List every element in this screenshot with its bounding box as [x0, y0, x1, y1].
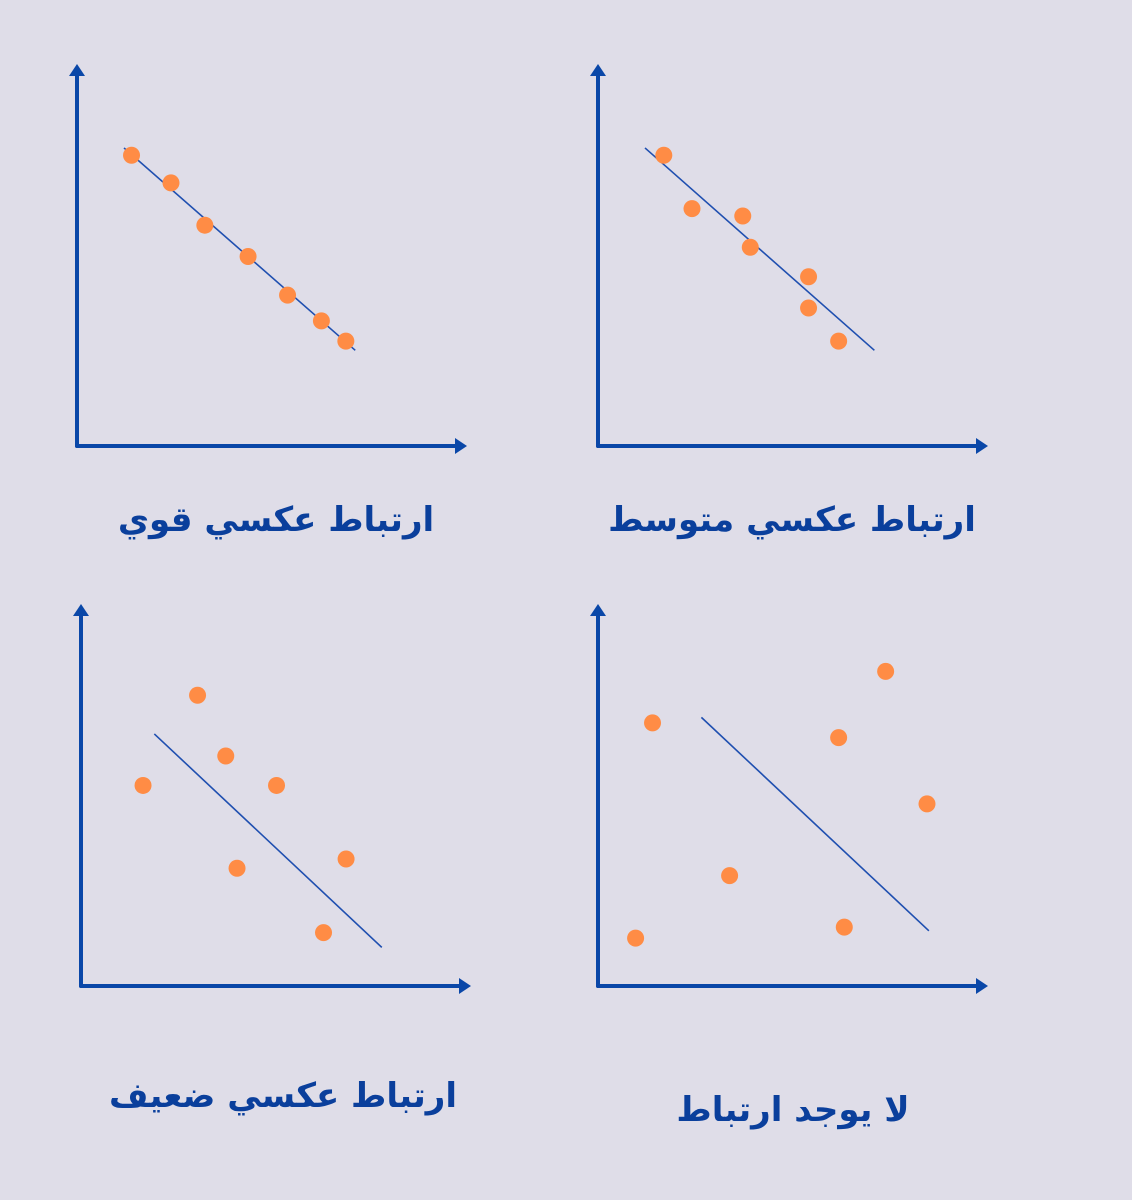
data-point-5: [279, 286, 297, 304]
data-point-6: [800, 268, 818, 286]
data-point-4: [741, 238, 759, 256]
trend-line: [644, 147, 875, 351]
data-point-4: [228, 859, 246, 877]
x-axis-arrow-icon: [976, 978, 988, 994]
x-axis-arrow-icon: [976, 438, 988, 454]
data-point-7: [830, 332, 848, 350]
chart-moderate-negative: [590, 64, 988, 454]
data-point-3: [734, 207, 752, 225]
data-point-1: [123, 146, 141, 164]
data-point-2: [683, 200, 701, 218]
data-point-3: [721, 867, 739, 885]
data-point-5: [800, 299, 818, 317]
caption-moderate-negative: ارتباط عكسي متوسط: [608, 500, 976, 540]
data-point-7: [337, 332, 355, 350]
data-point-1: [134, 776, 152, 794]
trend-line: [700, 716, 930, 932]
data-point-7: [918, 795, 936, 813]
data-point-1: [655, 146, 673, 164]
chart-weak-negative: [73, 604, 471, 994]
caption-no-correlation: لا يوجد ارتباط: [676, 1090, 910, 1130]
chart-strong-negative: [69, 64, 467, 454]
data-point-5: [877, 662, 895, 680]
data-point-4: [830, 729, 848, 747]
data-point-3: [217, 747, 235, 765]
y-axis-arrow-icon: [73, 604, 89, 616]
caption-weak-negative: ارتباط عكسي ضعيف: [108, 1076, 458, 1116]
data-point-1: [644, 714, 662, 732]
data-point-5: [268, 776, 286, 794]
data-point-3: [196, 216, 214, 234]
chart-no-correlation: [590, 604, 988, 994]
y-axis-arrow-icon: [590, 64, 606, 76]
data-point-6: [337, 850, 355, 868]
y-axis-arrow-icon: [590, 604, 606, 616]
data-point-6: [312, 312, 330, 330]
y-axis-arrow-icon: [69, 64, 85, 76]
data-point-2: [627, 929, 645, 947]
x-axis-arrow-icon: [459, 978, 471, 994]
data-point-2: [162, 174, 180, 192]
caption-strong-negative: ارتباط عكسي قوي: [117, 500, 435, 540]
data-point-2: [189, 686, 207, 704]
data-point-4: [239, 247, 257, 265]
data-point-6: [835, 918, 853, 936]
data-point-7: [315, 924, 333, 942]
trend-line: [153, 733, 383, 948]
x-axis-arrow-icon: [455, 438, 467, 454]
